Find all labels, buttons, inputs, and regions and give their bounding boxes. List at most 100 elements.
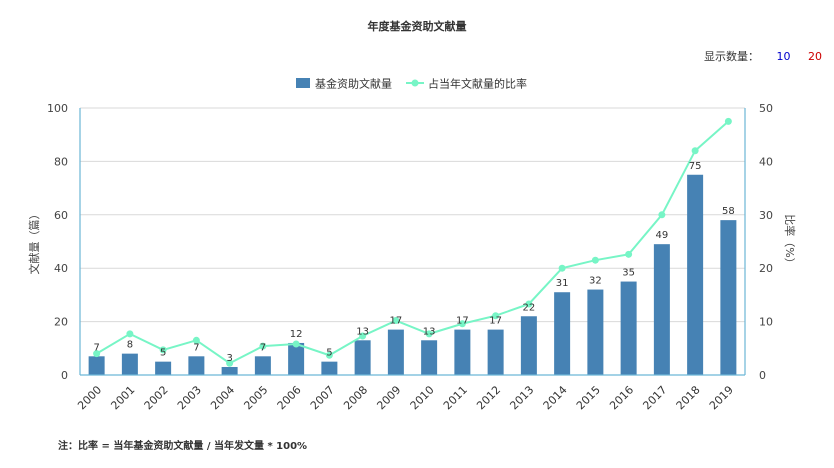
bar-2010[interactable] (421, 340, 438, 375)
legend-bar-swatch[interactable] (296, 78, 310, 88)
x-tick-label: 2017 (640, 383, 669, 412)
bar-2018[interactable] (687, 174, 704, 375)
bar-value-label: 8 (127, 340, 133, 351)
bar-2006[interactable] (288, 342, 305, 375)
bar-2005[interactable] (254, 356, 271, 375)
bar-value-label: 17 (489, 316, 502, 327)
bar-value-label: 12 (290, 329, 303, 340)
bar-value-label: 5 (326, 348, 332, 359)
bar-2009[interactable] (387, 329, 404, 375)
ratio-point-2009[interactable] (392, 317, 400, 325)
bar-value-label: 35 (622, 268, 635, 279)
legend-bar-label[interactable]: 基金资助文献量 (315, 77, 392, 91)
bar-2002[interactable] (155, 361, 172, 375)
y-left-tick-label: 40 (54, 262, 68, 275)
bar-value-label: 3 (226, 353, 232, 364)
y-right-tick-label: 0 (759, 369, 766, 382)
y-left-tick-label: 0 (61, 369, 68, 382)
ratio-point-2000[interactable] (93, 350, 101, 358)
ratio-point-2018[interactable] (691, 147, 699, 155)
y-right-axis-title: 比率（%） (783, 214, 797, 268)
bar-value-label: 75 (689, 161, 702, 172)
chart-title: 年度基金资助文献量 (367, 20, 467, 33)
bar-2007[interactable] (321, 361, 338, 375)
ratio-point-2019[interactable] (724, 117, 732, 125)
legend-line-marker (411, 79, 419, 87)
bar-2012[interactable] (487, 329, 504, 375)
y-left-tick-label: 80 (54, 155, 68, 168)
x-tick-label: 2008 (341, 383, 370, 412)
y-right-tick-label: 30 (759, 209, 773, 222)
x-tick-label: 2004 (208, 383, 237, 412)
ratio-point-2014[interactable] (558, 264, 566, 272)
bar-2001[interactable] (121, 353, 138, 375)
display-count-selector: 显示数量： 10 20 (704, 48, 822, 64)
ratio-point-2011[interactable] (458, 320, 466, 328)
bar-2017[interactable] (653, 244, 670, 375)
bar-2000[interactable] (88, 356, 105, 375)
bar-2014[interactable] (554, 292, 571, 375)
bar-value-label: 7 (93, 342, 99, 353)
x-tick-label: 2003 (175, 383, 204, 412)
ratio-point-2001[interactable] (126, 330, 134, 338)
x-tick-label: 2012 (474, 383, 503, 412)
bar-value-label: 7 (193, 342, 199, 353)
bar-value-label: 58 (722, 206, 735, 217)
ratio-point-2008[interactable] (359, 332, 367, 340)
x-tick-label: 2002 (142, 383, 171, 412)
bar-2016[interactable] (620, 281, 637, 375)
x-tick-label: 2013 (507, 383, 536, 412)
ratio-point-2016[interactable] (625, 250, 633, 258)
bar-2008[interactable] (354, 340, 371, 375)
bar-value-label: 49 (656, 230, 669, 241)
ratio-point-2010[interactable] (425, 330, 433, 338)
footnote: 注：比率 = 当年基金资助文献量 / 当年发文量 * 100% (58, 441, 308, 452)
x-tick-label: 2000 (75, 383, 104, 412)
y-right-tick-label: 50 (759, 102, 773, 115)
legend-line-label[interactable]: 占当年文献量的比率 (428, 77, 527, 91)
bar-value-label: 31 (556, 278, 569, 289)
ratio-point-2004[interactable] (226, 359, 234, 367)
ratio-point-2012[interactable] (492, 312, 500, 320)
x-tick-label: 2001 (108, 383, 137, 412)
ratio-point-2003[interactable] (192, 336, 200, 344)
y-left-axis-title: 文献量（篇） (27, 209, 41, 275)
bar-value-label: 13 (356, 326, 369, 337)
display-count-option-20[interactable]: 20 (808, 50, 822, 63)
bar-2004[interactable] (221, 366, 238, 375)
ratio-line (96, 120, 730, 365)
x-tick-label: 2005 (241, 383, 270, 412)
x-tick-label: 2015 (574, 383, 603, 412)
bar-2019[interactable] (720, 220, 737, 375)
y-left-tick-label: 60 (54, 209, 68, 222)
bar-2011[interactable] (454, 329, 471, 375)
x-tick-label: 2006 (275, 383, 304, 412)
ratio-point-2015[interactable] (591, 256, 599, 264)
bar-2013[interactable] (520, 316, 537, 375)
x-tick-label: 2011 (441, 383, 470, 412)
ratio-point-2002[interactable] (159, 346, 167, 354)
x-tick-label: 2016 (607, 383, 636, 412)
x-tick-label: 2010 (408, 383, 437, 412)
y-left-tick-label: 100 (47, 102, 68, 115)
ratio-point-2013[interactable] (525, 300, 533, 308)
bar-value-label: 17 (456, 316, 469, 327)
bar-value-label: 7 (260, 342, 266, 353)
ratio-point-2005[interactable] (259, 342, 267, 350)
bar-value-label: 17 (390, 316, 403, 327)
x-tick-label: 2007 (308, 383, 337, 412)
y-right-tick-label: 40 (759, 155, 773, 168)
bar-value-label: 22 (523, 302, 536, 313)
display-count-option-10[interactable]: 10 (776, 50, 791, 63)
bar-2015[interactable] (587, 289, 604, 375)
bar-2003[interactable] (188, 356, 205, 375)
y-right-tick-label: 20 (759, 262, 773, 275)
y-left-tick-label: 20 (54, 316, 68, 329)
legend: 基金资助文献量 占当年文献量的比率 (296, 77, 527, 91)
x-tick-label: 2014 (541, 383, 570, 412)
ratio-point-2007[interactable] (325, 351, 333, 359)
ratio-point-2006[interactable] (292, 340, 300, 348)
ratio-point-2017[interactable] (658, 211, 666, 219)
display-count-label: 显示数量： (704, 50, 759, 63)
